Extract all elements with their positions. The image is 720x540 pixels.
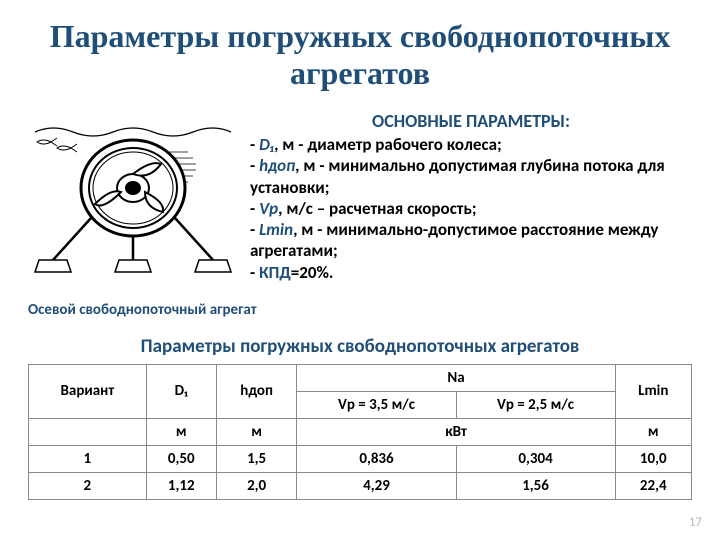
param-d1: - D₁, м - диаметр рабочего колеса; [250,134,692,155]
cell: 4,29 [297,472,456,499]
table-row: 1 0,50 1,5 0,836 0,304 10,0 [29,445,692,472]
param-prefix: - [250,219,259,240]
cell: 10,0 [615,445,691,472]
slide-title: Параметры погружных свободнопоточных агр… [28,18,692,92]
param-symbol-hdop: hдоп [259,155,295,176]
param-symbol-lmin: Lmin [259,219,293,240]
param-text: , м - диаметр рабочего колеса; [274,134,502,155]
unit-hdop: м [216,418,297,445]
unit-na: кВт [297,418,615,445]
table-row: 2 1,12 2,0 4,29 1,56 22,4 [29,472,692,499]
cell: 1 [29,445,147,472]
cell: 1,5 [216,445,297,472]
cell: 1,56 [456,472,615,499]
cell: 0,50 [146,445,216,472]
unit-empty [29,418,147,445]
param-text: , м - минимально-допустимое расстояние м… [250,219,658,261]
param-prefix: - [250,262,259,283]
unit-lmin: м [615,418,691,445]
param-lmin: - Lmin, м - минимально-допустимое рассто… [250,219,692,262]
param-vp: - Vр, м/с – расчетная скорость; [250,198,692,219]
cell: 0,836 [297,445,456,472]
table-header-row: Вариант D₁ hдоп Nа Lmin [29,364,692,391]
table-subtitle: Параметры погружных свободнопоточных агр… [28,335,692,358]
content-row: ОСНОВНЫЕ ПАРАМЕТРЫ: - D₁, м - диаметр ра… [28,110,692,283]
parameters-column: ОСНОВНЫЕ ПАРАМЕТРЫ: - D₁, м - диаметр ра… [250,110,692,283]
param-text: , м - минимально допустимая глубина пото… [250,155,665,197]
slide: Параметры погружных свободнопоточных агр… [0,0,720,540]
image-column [28,110,238,275]
page-number: 17 [689,515,702,530]
param-symbol-d1: D₁ [259,134,274,155]
unit-d1: м [146,418,216,445]
th-d1: D₁ [146,364,216,418]
param-prefix: - [250,155,259,176]
th-na: Nа [297,364,615,391]
param-symbol-vp: Vр [259,198,278,219]
param-symbol-kpd: КПД [259,262,291,283]
turbine-diagram [33,110,233,275]
th-vp25: Vр = 2,5 м/с [456,391,615,418]
th-variant: Вариант [29,364,147,418]
params-heading: ОСНОВНЫЕ ПАРАМЕТРЫ: [250,110,692,133]
param-text: , м/с – расчетная скорость; [278,198,476,219]
param-text: =20%. [291,262,334,283]
table-units-row: м м кВт м [29,418,692,445]
param-prefix: - [250,134,259,155]
cell: 2,0 [216,472,297,499]
cell: 22,4 [615,472,691,499]
cell: 0,304 [456,445,615,472]
image-caption: Осевой свободнопоточный агрегат [28,301,692,319]
param-hdop: - hдоп, м - минимально допустимая глубин… [250,155,692,198]
cell: 1,12 [146,472,216,499]
param-kpd: - КПД=20%. [250,262,692,283]
th-vp35: Vр = 3,5 м/с [297,391,456,418]
cell: 2 [29,472,147,499]
th-hdop: hдоп [216,364,297,418]
param-prefix: - [250,198,259,219]
th-lmin: Lmin [615,364,691,418]
parameters-table: Вариант D₁ hдоп Nа Lmin Vр = 3,5 м/с Vр … [28,364,692,500]
